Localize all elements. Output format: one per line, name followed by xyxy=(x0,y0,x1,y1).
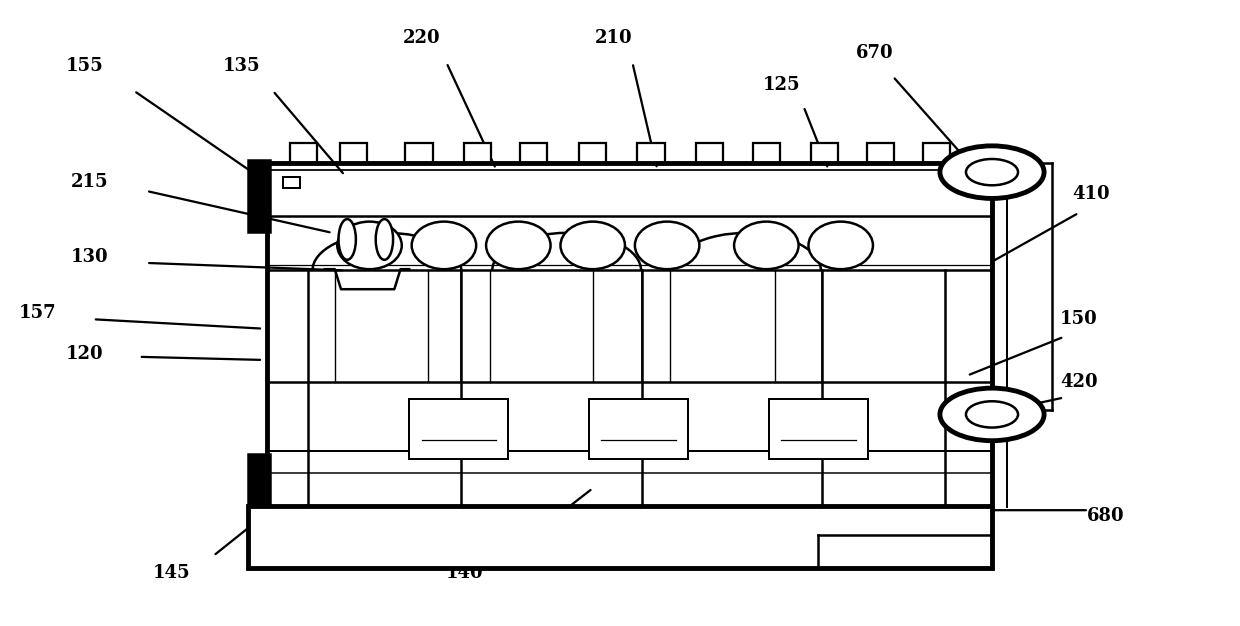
Ellipse shape xyxy=(808,222,873,269)
Text: 680: 680 xyxy=(1087,508,1125,525)
Bar xyxy=(867,143,894,163)
Bar xyxy=(283,177,300,188)
Bar xyxy=(923,143,950,163)
Text: 140: 140 xyxy=(446,564,484,582)
Text: 120: 120 xyxy=(66,345,103,362)
Text: 135: 135 xyxy=(223,57,260,74)
Ellipse shape xyxy=(635,222,699,269)
Bar xyxy=(520,143,547,163)
Text: 157: 157 xyxy=(19,304,56,322)
Bar xyxy=(248,454,270,504)
Ellipse shape xyxy=(486,222,551,269)
Bar xyxy=(248,160,270,232)
Text: 130: 130 xyxy=(71,248,108,265)
Bar xyxy=(696,143,723,163)
Text: 145: 145 xyxy=(153,564,190,582)
Circle shape xyxy=(940,146,1044,198)
Circle shape xyxy=(940,388,1044,441)
Ellipse shape xyxy=(339,219,356,260)
Ellipse shape xyxy=(412,222,476,269)
Bar xyxy=(464,143,491,163)
Text: 210: 210 xyxy=(595,29,632,46)
Bar xyxy=(405,143,433,163)
Text: 215: 215 xyxy=(71,173,108,190)
Ellipse shape xyxy=(337,222,402,269)
Bar xyxy=(769,399,868,458)
Bar xyxy=(248,506,992,568)
Ellipse shape xyxy=(560,222,625,269)
Circle shape xyxy=(966,159,1018,185)
Bar xyxy=(637,143,665,163)
Bar xyxy=(753,143,780,163)
Bar xyxy=(409,399,508,458)
Bar xyxy=(290,143,317,163)
Text: 155: 155 xyxy=(66,57,103,74)
Bar xyxy=(589,399,688,458)
Circle shape xyxy=(966,401,1018,428)
Ellipse shape xyxy=(734,222,799,269)
Text: 670: 670 xyxy=(856,44,893,62)
Bar xyxy=(982,163,997,182)
Text: 420: 420 xyxy=(1060,373,1097,391)
Bar xyxy=(579,143,606,163)
Ellipse shape xyxy=(376,219,393,260)
Text: 220: 220 xyxy=(403,29,440,46)
Text: 125: 125 xyxy=(763,76,800,93)
Bar xyxy=(267,163,992,507)
Bar xyxy=(811,143,838,163)
Text: 150: 150 xyxy=(1060,310,1097,328)
Text: 410: 410 xyxy=(1073,185,1110,203)
Bar xyxy=(340,143,367,163)
